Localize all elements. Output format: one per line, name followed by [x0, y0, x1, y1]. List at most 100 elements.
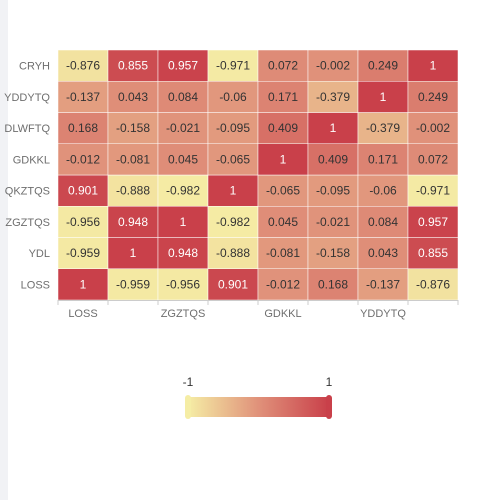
- heatmap-cell-value: -0.002: [416, 121, 450, 135]
- heatmap-cell-value: -0.888: [216, 246, 250, 260]
- heatmap-cell-value: 1: [380, 90, 387, 104]
- heatmap-cell[interactable]: [207, 143, 259, 176]
- visual-map-legend[interactable]: -1 1: [183, 375, 333, 419]
- heatmap-cell[interactable]: [107, 174, 159, 207]
- y-axis-tick-label: QKZTQS: [5, 186, 50, 198]
- y-axis-labels: LOSS YDL ZGZTQS QKZTQS GDKKL DLWFTQ YDDYTQ CRYH: [4, 61, 50, 292]
- heatmap-cell[interactable]: [157, 174, 209, 207]
- heatmap-cell[interactable]: [157, 206, 209, 238]
- heatmap-cell-value: 0.084: [368, 215, 398, 229]
- heatmap-cell-value: -0.081: [266, 246, 300, 260]
- y-axis-tick-label: DLWFTQ: [4, 123, 50, 135]
- heatmap-cells: 1 -0.959 -0.956 0.901 -0.012 0.168 -0.137 -0.87…: [57, 49, 459, 301]
- heatmap-cell[interactable]: [307, 49, 359, 82]
- heatmap-cell[interactable]: [57, 206, 109, 238]
- heatmap-cell[interactable]: [357, 81, 409, 113]
- heatmap-cell[interactable]: [357, 206, 409, 238]
- heatmap-cell[interactable]: [307, 112, 359, 144]
- heatmap-cell[interactable]: [407, 81, 459, 113]
- heatmap-cell-value: -0.065: [216, 152, 250, 166]
- heatmap-cell-value: 1: [430, 59, 437, 73]
- heatmap-cell[interactable]: [207, 206, 259, 238]
- heatmap-cell-value: 1: [230, 184, 237, 198]
- heatmap-cell[interactable]: [257, 112, 309, 144]
- heatmap-cell[interactable]: [257, 206, 309, 238]
- heatmap-cell[interactable]: [407, 268, 459, 301]
- x-axis-tick-label: LOSS: [68, 308, 97, 320]
- heatmap-cell-value: 1: [80, 277, 87, 291]
- heatmap-cell-value: -0.876: [416, 277, 450, 291]
- heatmap-cell[interactable]: [107, 81, 159, 113]
- heatmap-cell-value: -0.012: [266, 277, 300, 291]
- heatmap-cell-value: -0.095: [216, 121, 250, 135]
- heatmap-cell[interactable]: [407, 49, 459, 82]
- heatmap-cell-value: -0.379: [366, 121, 400, 135]
- heatmap-cell[interactable]: [207, 81, 259, 113]
- heatmap-cell-value: -0.956: [166, 277, 200, 291]
- heatmap-cell-value: 0.168: [68, 121, 98, 135]
- heatmap-cell-value: 0.948: [168, 246, 198, 260]
- heatmap-cell-value: 0.901: [218, 277, 248, 291]
- x-axis-tick-label: ZGZTQS: [161, 308, 206, 320]
- heatmap-cell-value: 0.249: [368, 59, 398, 73]
- visual-map-max-label: 1: [326, 375, 333, 389]
- heatmap-cell[interactable]: [57, 49, 109, 82]
- heatmap-cell[interactable]: [257, 49, 309, 82]
- heatmap-cell-value: -0.06: [369, 184, 397, 198]
- heatmap-cell[interactable]: [357, 112, 409, 144]
- heatmap-cell-value: 0.043: [118, 90, 148, 104]
- heatmap-cell-value: 0.084: [168, 90, 198, 104]
- heatmap-cell[interactable]: [57, 81, 109, 113]
- heatmap-cell-value: 0.855: [118, 59, 148, 73]
- heatmap-cell[interactable]: [107, 112, 159, 144]
- x-axis: LOSS ZGZTQS GDKKL YDDYTQ: [57, 300, 459, 320]
- heatmap-cell[interactable]: [357, 143, 409, 176]
- heatmap-cell[interactable]: [107, 206, 159, 238]
- heatmap-cell-value: 0.045: [168, 152, 198, 166]
- heatmap-cell[interactable]: [207, 174, 259, 207]
- heatmap-cell[interactable]: [57, 143, 109, 176]
- heatmap-cell[interactable]: [257, 143, 309, 176]
- heatmap-cell-value: 0.409: [268, 121, 298, 135]
- heatmap-cell-value: -0.959: [116, 277, 150, 291]
- heatmap-cell[interactable]: [357, 49, 409, 82]
- heatmap-cell[interactable]: [157, 49, 209, 82]
- heatmap-cell[interactable]: [307, 81, 359, 113]
- heatmap-cell-value: -0.971: [216, 59, 250, 73]
- heatmap-cell-value: 0.901: [68, 184, 98, 198]
- heatmap-cell[interactable]: [257, 81, 309, 113]
- heatmap-cell[interactable]: [407, 112, 459, 144]
- heatmap-cell-value: -0.982: [166, 184, 200, 198]
- heatmap-cell-value: -0.982: [216, 215, 250, 229]
- heatmap-cell[interactable]: [157, 237, 209, 269]
- heatmap-cell-value: 0.171: [368, 152, 398, 166]
- heatmap-cell[interactable]: [207, 237, 259, 269]
- heatmap-cell-value: -0.158: [316, 246, 350, 260]
- x-axis-tick-label: YDDYTQ: [360, 308, 406, 320]
- heatmap-cell[interactable]: [207, 112, 259, 144]
- heatmap-cell-value: 0.855: [418, 246, 448, 260]
- heatmap-cell[interactable]: [407, 206, 459, 238]
- heatmap-cell[interactable]: [307, 174, 359, 207]
- heatmap-cell[interactable]: [57, 174, 109, 207]
- heatmap-cell-value: -0.065: [266, 184, 300, 198]
- heatmap-cell-value: 1: [130, 246, 137, 260]
- heatmap-cell[interactable]: [357, 237, 409, 269]
- heatmap-cell[interactable]: [107, 49, 159, 82]
- heatmap-cell-value: 0.045: [268, 215, 298, 229]
- heatmap-cell-value: -0.095: [316, 184, 350, 198]
- heatmap-cell-value: -0.137: [366, 277, 400, 291]
- visual-map-min-handle[interactable]: [185, 395, 191, 419]
- heatmap-cell[interactable]: [107, 237, 159, 269]
- heatmap-cell-value: -0.959: [66, 246, 100, 260]
- heatmap-cell[interactable]: [157, 143, 209, 176]
- heatmap-cell[interactable]: [257, 174, 309, 207]
- heatmap-cell[interactable]: [407, 143, 459, 176]
- heatmap-cell[interactable]: [407, 237, 459, 269]
- heatmap-cell-value: -0.876: [66, 59, 100, 73]
- visual-map-max-handle[interactable]: [326, 395, 332, 419]
- heatmap-cell-value: -0.012: [66, 152, 100, 166]
- heatmap-cell[interactable]: [207, 49, 259, 82]
- heatmap-cell[interactable]: [107, 268, 159, 301]
